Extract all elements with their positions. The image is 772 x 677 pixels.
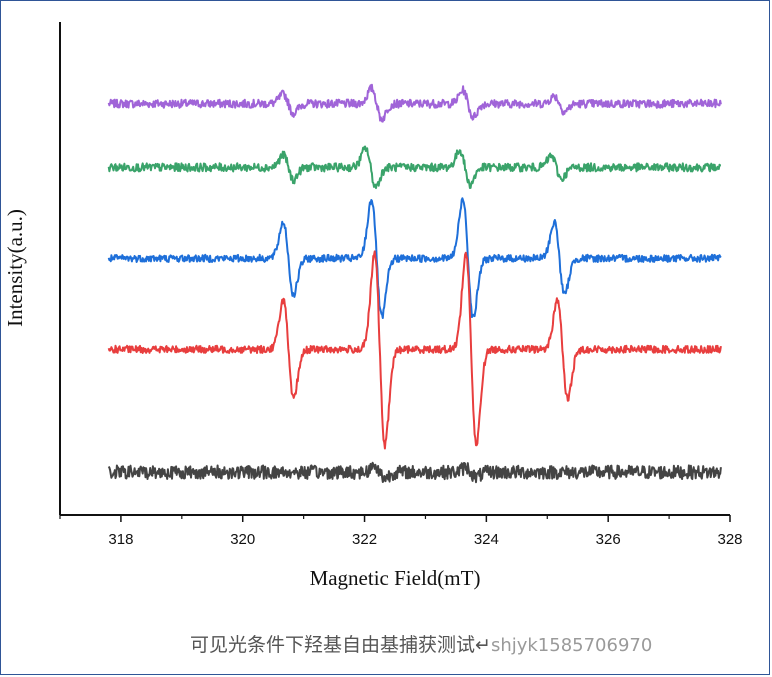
x-tick-label: 320 — [230, 531, 255, 548]
x-ticks: 318 320 322 324 326 328 — [59, 515, 743, 548]
caption-text: 可见光条件下羟基自由基捕获测试 — [190, 634, 476, 656]
x-tick-label: 324 — [474, 531, 499, 548]
spectrum-trace-1 — [107, 83, 722, 123]
spectrum-trace-3 — [107, 197, 722, 319]
x-tick-label: 328 — [717, 531, 742, 548]
spectrum-trace-4 — [107, 250, 722, 450]
x-tick-label: 318 — [108, 531, 133, 548]
spectra — [107, 83, 722, 484]
x-tick-label: 326 — [596, 531, 621, 548]
figure-caption: 可见光条件下羟基自由基捕获测试↵shjyk1585706970 — [190, 630, 750, 662]
caption-return-mark: ↵ — [475, 634, 491, 656]
x-tick-label: 322 — [352, 531, 377, 548]
spectrum-trace-2 — [107, 145, 722, 190]
watermark-text: shjyk1585706970 — [490, 635, 653, 656]
x-axis-title: Magnetic Field(mT) — [310, 566, 481, 590]
axes — [59, 22, 730, 516]
y-axis-title: Intensity(a.u.) — [3, 209, 27, 327]
epr-chart: 318 320 322 324 326 328 Magnetic Field(mT) In… — [3, 22, 743, 590]
spectrum-trace-5 — [107, 461, 722, 484]
